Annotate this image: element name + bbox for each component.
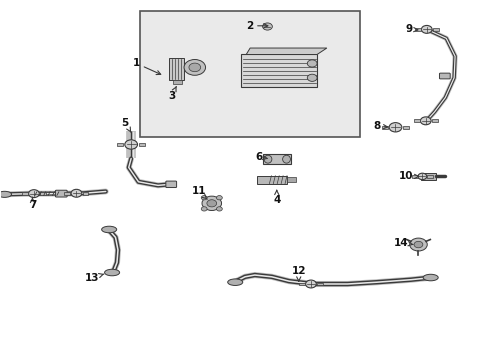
Circle shape bbox=[307, 74, 317, 81]
Text: 10: 10 bbox=[399, 171, 418, 181]
Bar bbox=[64, 192, 70, 195]
Circle shape bbox=[202, 196, 221, 211]
Circle shape bbox=[28, 190, 39, 198]
Ellipse shape bbox=[228, 279, 243, 285]
Bar bbox=[263, 154, 292, 163]
Bar bbox=[317, 283, 323, 285]
Circle shape bbox=[306, 280, 317, 288]
Circle shape bbox=[189, 63, 201, 72]
Bar bbox=[22, 192, 28, 195]
Bar bbox=[415, 28, 420, 31]
Text: 1: 1 bbox=[133, 58, 161, 75]
Bar bbox=[287, 177, 296, 182]
Bar bbox=[169, 58, 184, 80]
Text: 14: 14 bbox=[394, 238, 413, 248]
Circle shape bbox=[418, 173, 427, 180]
Circle shape bbox=[389, 123, 402, 132]
Text: 7: 7 bbox=[29, 197, 36, 210]
Circle shape bbox=[414, 241, 423, 248]
FancyBboxPatch shape bbox=[166, 181, 176, 188]
Ellipse shape bbox=[264, 155, 272, 163]
Bar bbox=[299, 283, 305, 285]
Text: 12: 12 bbox=[292, 266, 306, 281]
Ellipse shape bbox=[101, 226, 117, 233]
Text: 11: 11 bbox=[191, 186, 207, 199]
Polygon shape bbox=[246, 48, 327, 54]
Bar bbox=[412, 175, 418, 178]
Ellipse shape bbox=[0, 191, 12, 197]
Circle shape bbox=[125, 140, 138, 149]
Bar bbox=[83, 192, 89, 195]
Circle shape bbox=[217, 195, 222, 200]
Bar bbox=[432, 120, 438, 122]
Circle shape bbox=[217, 207, 222, 211]
Bar bbox=[421, 173, 436, 180]
Ellipse shape bbox=[104, 269, 120, 276]
Text: 3: 3 bbox=[168, 87, 176, 101]
Bar bbox=[403, 126, 409, 129]
Text: 4: 4 bbox=[273, 190, 280, 205]
Text: 13: 13 bbox=[85, 273, 104, 283]
Bar bbox=[382, 126, 388, 129]
Bar bbox=[414, 120, 419, 122]
Text: 5: 5 bbox=[122, 118, 131, 132]
Text: 9: 9 bbox=[405, 24, 418, 35]
Bar bbox=[427, 175, 433, 178]
Bar bbox=[140, 12, 360, 137]
Circle shape bbox=[207, 200, 217, 207]
Bar bbox=[257, 176, 287, 184]
Circle shape bbox=[263, 23, 272, 30]
Bar bbox=[118, 143, 123, 146]
Circle shape bbox=[201, 207, 207, 211]
Circle shape bbox=[184, 59, 205, 75]
Ellipse shape bbox=[283, 155, 291, 163]
FancyBboxPatch shape bbox=[55, 190, 67, 197]
Ellipse shape bbox=[423, 274, 438, 281]
Bar bbox=[40, 192, 46, 195]
Text: 2: 2 bbox=[246, 21, 268, 31]
Circle shape bbox=[420, 117, 431, 125]
Circle shape bbox=[71, 189, 82, 197]
Circle shape bbox=[421, 26, 432, 33]
Bar bbox=[433, 28, 439, 31]
Text: 6: 6 bbox=[255, 152, 267, 162]
Circle shape bbox=[201, 195, 207, 200]
FancyBboxPatch shape bbox=[440, 73, 450, 79]
Circle shape bbox=[410, 238, 427, 251]
Text: 8: 8 bbox=[373, 121, 388, 131]
Circle shape bbox=[307, 60, 317, 67]
Bar bbox=[173, 80, 182, 84]
Bar bbox=[139, 143, 145, 146]
Bar bbox=[242, 54, 317, 87]
